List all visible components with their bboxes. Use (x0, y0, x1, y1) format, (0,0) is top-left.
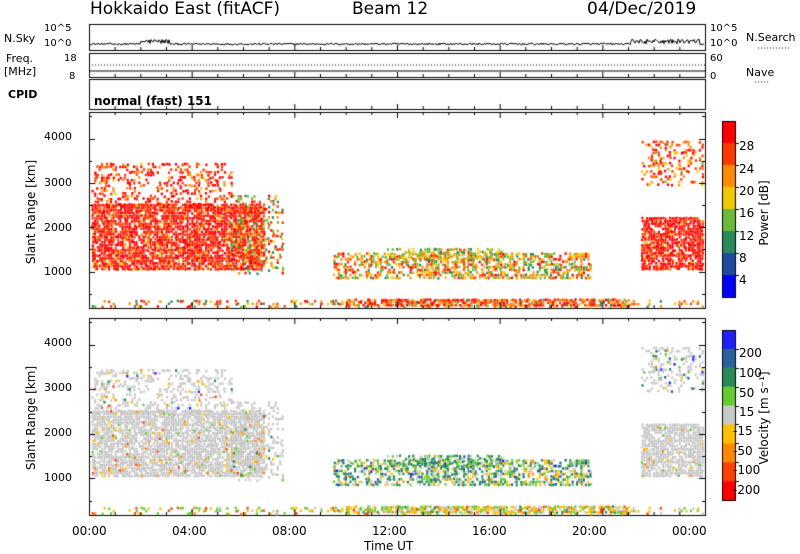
xtick-0400: 04:00 (172, 524, 207, 538)
cpid-label: CPID (8, 88, 38, 101)
velocity-ytick-4000: 4000 (44, 336, 72, 349)
power-cbar-tick-16: 16 (739, 206, 755, 220)
power-cbar-tick-24: 24 (739, 162, 755, 176)
power-cbar-label: Power [dB] (757, 180, 771, 246)
nsearch-label: N.Search (746, 31, 796, 44)
velocity-cbar-label: Velocity [m s⁻¹] (757, 371, 771, 465)
power-cbar-tick-12: 12 (739, 229, 755, 243)
power-ytick-3000: 3000 (44, 176, 72, 189)
power-ytick-4000: 4000 (44, 130, 72, 143)
nave-tick-top: 60 (710, 53, 723, 64)
nsky-tick-top: 10^5 (44, 23, 72, 34)
velocity-cbar-tick-50: 50 (739, 386, 755, 400)
power-cbar-tick-20: 20 (739, 184, 755, 198)
xtick-1200: 12:00 (372, 524, 407, 538)
xaxis-label: Time UT (364, 539, 414, 553)
power-ylabel: Slant Range [km] (24, 159, 38, 265)
velocity-ytick-2000: 2000 (44, 426, 72, 439)
velocity-ylabel: Slant Range [km] (24, 365, 38, 471)
nave-tick-bottom: 0 (710, 71, 717, 82)
power-ytick-1000: 1000 (44, 265, 72, 278)
velocity-ytick-1000: 1000 (44, 471, 72, 484)
xtick-2000: 20:00 (572, 524, 607, 538)
nsky-tick-bottom: 10^0 (44, 38, 72, 49)
velocity-ytick-3000: 3000 (44, 381, 72, 394)
nsearch-tick-top: 10^5 (710, 23, 738, 34)
radar-title: Hokkaido East (fitACF) (90, 0, 281, 19)
date-label: 04/Dec/2019 (587, 0, 697, 19)
velocity-cbar-tick-m50: -50 (733, 444, 753, 458)
cpid-value: normal (fast) 151 (94, 94, 212, 108)
velocity-cbar-tick-15: 15 (739, 405, 755, 419)
nsky-label: N.Sky (4, 32, 36, 45)
velocity-cbar-tick-m15: -15 (733, 424, 753, 438)
freq-tick-top: 18 (64, 53, 77, 64)
power-cbar-tick-4: 4 (739, 273, 747, 287)
xtick-0800: 08:00 (272, 524, 307, 538)
power-cbar-tick-8: 8 (739, 251, 747, 265)
power-cbar-tick-28: 28 (739, 139, 755, 153)
power-ytick-2000: 2000 (44, 221, 72, 234)
xtick-0000: 00:00 (72, 524, 107, 538)
velocity-cbar-tick-100: 100 (739, 366, 762, 380)
velocity-cbar-tick-200: 200 (739, 346, 762, 360)
freq-unit: [MHz] (4, 65, 37, 78)
nave-label: Nave (746, 66, 775, 79)
velocity-cbar-tick-m200: -200 (733, 483, 761, 497)
velocity-cbar-tick-m100: -100 (733, 463, 761, 477)
nsearch-tick-bottom: 10^0 (710, 38, 738, 49)
xtick-1600: 16:00 (472, 524, 507, 538)
beam-label: Beam 12 (352, 0, 429, 19)
freq-label: Freq. (6, 52, 34, 65)
freq-tick-bottom: 8 (69, 71, 76, 82)
xtick-2400: 00:00 (672, 524, 707, 538)
